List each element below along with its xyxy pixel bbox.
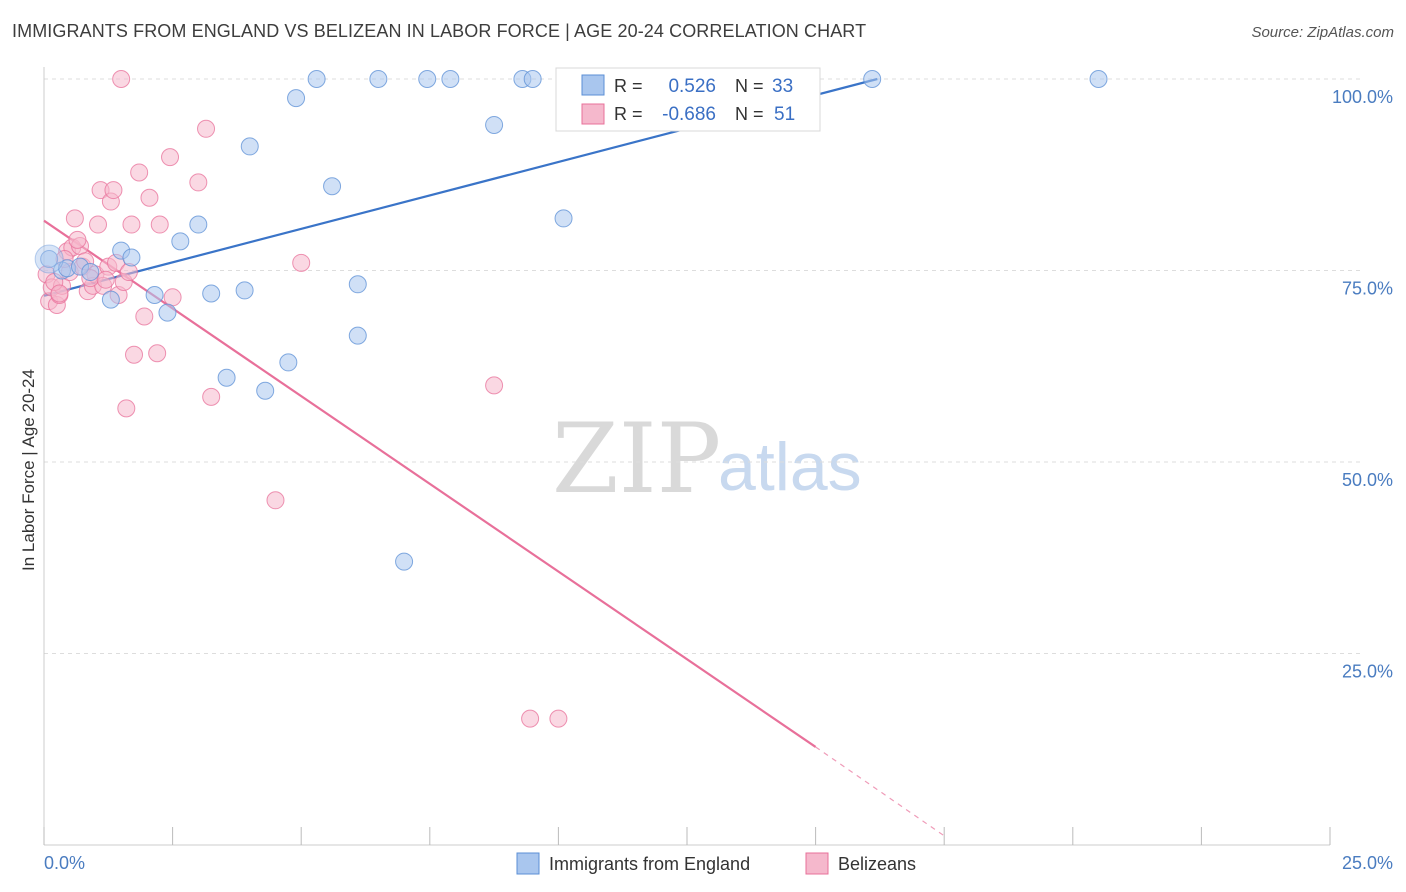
belizean-point-30	[135, 307, 154, 326]
england-point-25	[418, 70, 437, 88]
england-point-30	[554, 209, 573, 228]
axes	[43, 67, 1331, 846]
belizean-point-28	[125, 345, 144, 364]
england-point-11	[189, 215, 208, 234]
england-point-5	[101, 290, 120, 309]
england-point-large	[34, 244, 64, 274]
belizean-point-38	[202, 387, 221, 406]
belizean-point-41	[485, 376, 504, 395]
stats-legend: R = 0.526 N = 33 R = -0.686 N = 51	[555, 67, 821, 132]
legend-n-value-1: 33	[772, 76, 793, 97]
belizean-point-37	[197, 119, 216, 138]
england-point-24	[395, 552, 414, 571]
england-point-16	[256, 381, 275, 400]
legend-swatch-blue	[581, 74, 605, 96]
england-point-29	[523, 70, 542, 88]
belizean-point-39	[266, 491, 285, 510]
england-point-0	[40, 250, 59, 269]
chart-source: Source: ZipAtlas.com	[1251, 24, 1394, 41]
legend-r-value-2: -0.686	[662, 104, 716, 125]
belizean-point-42	[521, 709, 540, 728]
legend-r-label-1: R =	[614, 76, 643, 96]
belizean-point-32	[148, 344, 167, 363]
belizean-point-50	[50, 284, 69, 303]
belizean-point-49	[96, 270, 115, 289]
england-point-7	[122, 248, 141, 267]
england-point-23	[369, 70, 388, 88]
belizean-point-29	[130, 163, 149, 182]
england-point-21	[348, 326, 367, 345]
x-tick-label-0: 0.0%	[44, 853, 85, 873]
y-tick-label-2: 50.0%	[1342, 470, 1393, 490]
belizean-point-27	[122, 215, 141, 234]
england-point-4	[81, 263, 100, 282]
y-tick-labels: 100.0% 75.0% 50.0% 25.0%	[1332, 87, 1393, 682]
england-point-20	[323, 177, 342, 196]
england-point-32	[1089, 70, 1108, 88]
x-tick-label-1: 25.0%	[1342, 853, 1393, 873]
legend-r-label-2: R =	[614, 104, 643, 124]
england-point-22	[348, 275, 367, 294]
belizean-point-33	[150, 215, 169, 234]
england-point-18	[287, 89, 306, 108]
legend-r-value-1: 0.526	[668, 76, 716, 97]
chart-title: IMMIGRANTS FROM ENGLAND VS BELIZEAN IN L…	[12, 21, 867, 41]
bottom-legend-label-2: Belizeans	[838, 854, 916, 874]
england-point-10	[171, 232, 190, 251]
y-tick-label-3: 25.0%	[1342, 662, 1393, 682]
bottom-legend-label-1: Immigrants from England	[549, 854, 750, 874]
legend-n-label-1: N =	[735, 76, 764, 96]
y-axis-label: In Labor Force | Age 20-24	[19, 369, 38, 571]
belizean-point-43	[549, 709, 568, 728]
belizean-point-36	[189, 173, 208, 192]
belizean-trend-extension	[815, 746, 945, 837]
belizean-point-23	[112, 70, 131, 88]
belizean-point-46	[68, 230, 87, 249]
legend-swatch-pink	[581, 103, 605, 125]
england-point-14	[235, 281, 254, 300]
belizean-point-31	[140, 188, 159, 207]
belizean-point-34	[161, 148, 180, 167]
belizean-point-25	[117, 399, 136, 418]
england-point-8	[145, 286, 164, 305]
england-point-15	[240, 137, 259, 156]
gridlines	[44, 78, 1360, 654]
y-tick-label-0: 100.0%	[1332, 87, 1393, 107]
bottom-legend-swatch-blue	[516, 852, 540, 875]
bottom-legend-swatch-pink	[805, 852, 829, 875]
belizean-point-20	[104, 181, 123, 200]
series-legend: Immigrants from England Belizeans	[516, 852, 916, 875]
legend-n-value-2: 51	[774, 104, 795, 125]
belizean-point-9	[65, 209, 84, 228]
watermark-zip: ZIP	[552, 403, 721, 515]
england-point-27	[485, 115, 504, 134]
england-point-9	[158, 303, 177, 322]
england-point-26	[441, 70, 460, 88]
england-point-31	[863, 70, 882, 88]
belizean-point-15	[89, 215, 108, 234]
england-point-12	[202, 284, 221, 303]
x-tick-labels: 0.0% 25.0%	[44, 853, 1393, 873]
legend-n-label-2: N =	[735, 104, 764, 124]
watermark-atlas: atlas	[718, 429, 862, 505]
y-tick-label-1: 75.0%	[1342, 279, 1393, 299]
england-point-19	[307, 70, 326, 88]
belizean-point-35	[163, 288, 182, 307]
england-point-17	[279, 353, 298, 372]
data-points	[34, 70, 1108, 728]
belizean-point-40	[292, 253, 311, 272]
england-point-13	[217, 368, 236, 387]
